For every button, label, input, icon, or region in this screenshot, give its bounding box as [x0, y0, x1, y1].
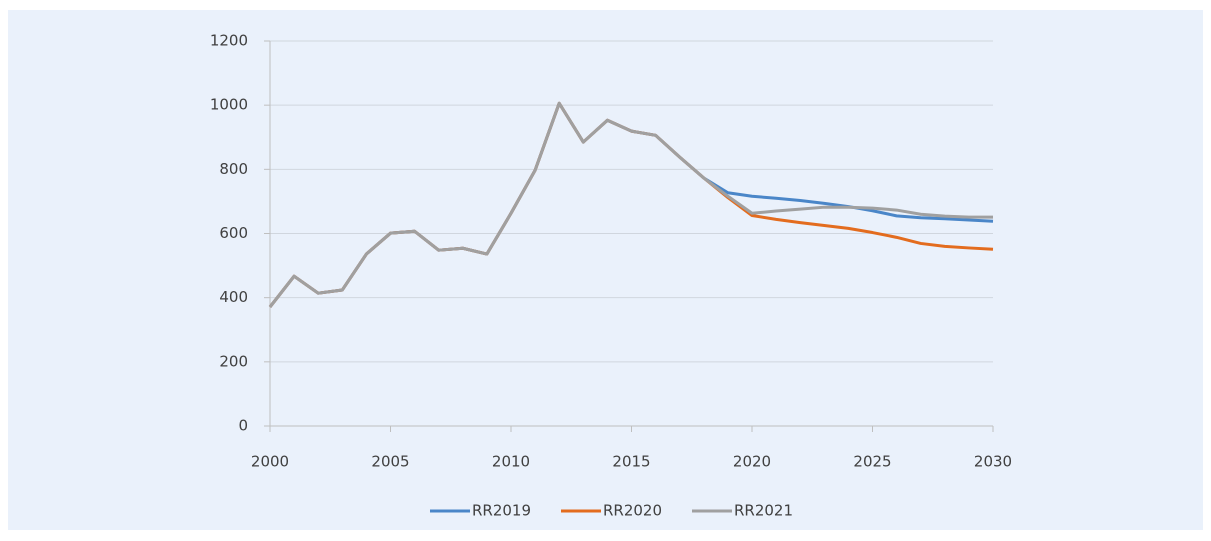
- x-tick-label: 2010: [492, 453, 530, 471]
- x-tick-label: 2005: [371, 453, 409, 471]
- y-tick-label: 1200: [210, 32, 248, 50]
- y-tick-label: 400: [219, 288, 248, 306]
- y-tick-label: 0: [238, 417, 248, 435]
- y-tick-label: 1000: [210, 96, 248, 114]
- chart-background: [8, 10, 1203, 530]
- x-tick-label: 2020: [733, 453, 771, 471]
- legend-label: RR2020: [603, 502, 662, 520]
- series-line: [268, 101, 993, 308]
- x-tick-label: 2030: [974, 453, 1012, 471]
- x-tick-label: 2015: [612, 453, 650, 471]
- legend-label: RR2019: [472, 502, 531, 520]
- y-tick-label: 800: [219, 160, 248, 178]
- x-tick-label: 2025: [853, 453, 891, 471]
- y-tick-label: 200: [219, 352, 248, 370]
- legend-label: RR2021: [734, 502, 793, 520]
- y-tick-label: 600: [219, 224, 248, 242]
- x-tick-label: 2000: [251, 453, 289, 471]
